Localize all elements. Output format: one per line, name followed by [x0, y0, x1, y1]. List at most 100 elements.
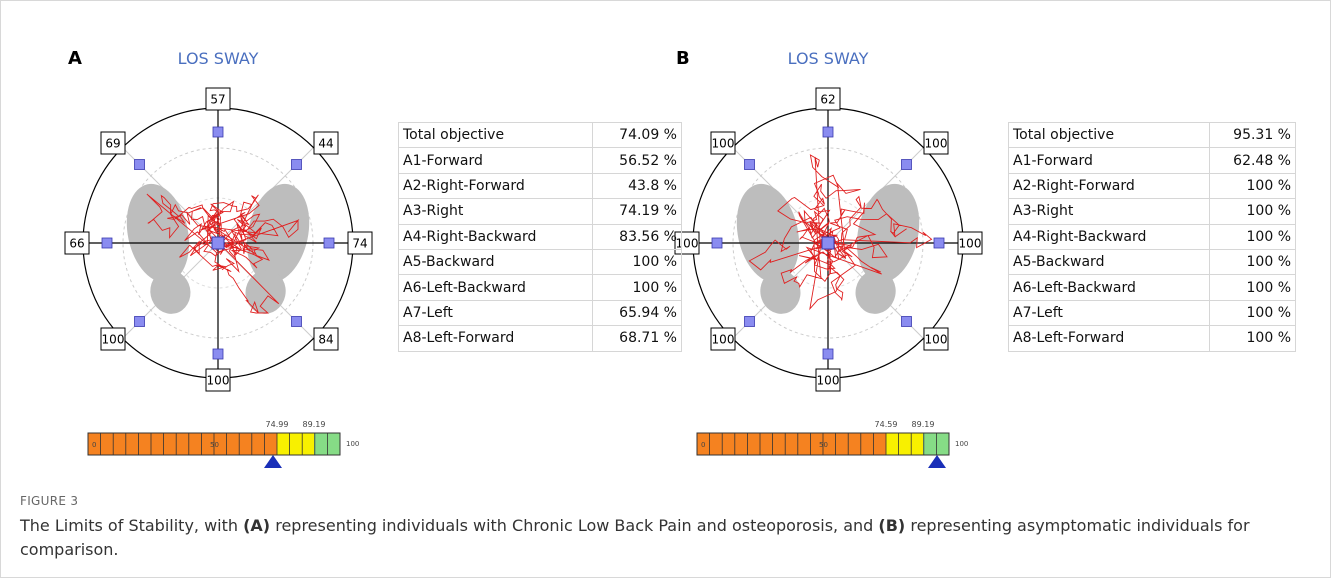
caption: FIGURE 3 The Limits of Stability, with (… — [20, 494, 1310, 562]
target-marker — [901, 316, 911, 326]
score-pointer — [264, 455, 282, 468]
row-label: A3-Right — [1009, 199, 1210, 224]
panel-title: LOS SWAY — [788, 49, 869, 68]
direction-score: 74 — [352, 237, 367, 251]
direction-score: 84 — [318, 333, 333, 347]
row-label: A5-Backward — [399, 249, 593, 274]
direction-score: 100 — [207, 374, 230, 388]
row-value: 68.71 % — [593, 326, 682, 351]
results-table: Total objective74.09 %A1-Forward56.52 %A… — [398, 122, 682, 352]
target-marker — [745, 160, 755, 170]
row-label: A2-Right-Forward — [399, 173, 593, 198]
scale-label: 100 — [346, 440, 359, 448]
direction-score: 57 — [210, 93, 225, 107]
row-value: 100 % — [1210, 199, 1296, 224]
row-label: Total objective — [1009, 123, 1210, 148]
direction-score: 69 — [105, 137, 120, 151]
scale-label: 74.99 — [266, 420, 289, 429]
row-label: A8-Left-Forward — [399, 326, 593, 351]
table-row: A3-Right100 % — [1009, 199, 1296, 224]
row-value: 100 % — [1210, 275, 1296, 300]
row-label: A6-Left-Backward — [1009, 275, 1210, 300]
panel-title: LOS SWAY — [178, 49, 259, 68]
score-pointer — [928, 455, 946, 468]
row-label: A6-Left-Backward — [399, 275, 593, 300]
direction-score: 100 — [712, 137, 735, 151]
target-marker — [324, 238, 334, 248]
results-table: Total objective95.31 %A1-Forward62.48 %A… — [1008, 122, 1296, 352]
scale-label: 100 — [955, 440, 968, 448]
scale-label: 89.19 — [303, 420, 326, 429]
row-value: 100 % — [593, 275, 682, 300]
target-marker — [135, 160, 145, 170]
caption-ref: (A) — [243, 516, 270, 535]
scale-segment — [697, 433, 886, 455]
target-marker — [934, 238, 944, 248]
row-value: 100 % — [1210, 249, 1296, 274]
foot — [118, 178, 197, 288]
row-value: 95.31 % — [1210, 123, 1296, 148]
foot — [848, 178, 927, 288]
target-marker — [213, 349, 223, 359]
row-value: 83.56 % — [593, 224, 682, 249]
row-value: 100 % — [1210, 224, 1296, 249]
row-label: A4-Right-Backward — [399, 224, 593, 249]
row-value: 100 % — [1210, 173, 1296, 198]
scale-label: 0 — [92, 441, 96, 449]
row-label: A5-Backward — [1009, 249, 1210, 274]
direction-score: 100 — [817, 374, 840, 388]
caption-ref: (B) — [878, 516, 905, 535]
row-label: A4-Right-Backward — [1009, 224, 1210, 249]
scale-label: 0 — [701, 441, 705, 449]
row-value: 43.8 % — [593, 173, 682, 198]
target-marker — [823, 349, 833, 359]
row-value: 100 % — [1210, 300, 1296, 325]
scale-label: 50 — [819, 441, 828, 449]
row-value: 65.94 % — [593, 300, 682, 325]
direction-score: 100 — [959, 237, 982, 251]
table-row: A6-Left-Backward100 % — [1009, 275, 1296, 300]
direction-score: 62 — [820, 93, 835, 107]
row-label: Total objective — [399, 123, 593, 148]
table-row: A7-Left65.94 % — [399, 300, 682, 325]
direction-score: 100 — [712, 333, 735, 347]
row-label: A2-Right-Forward — [1009, 173, 1210, 198]
table-row: A2-Right-Forward100 % — [1009, 173, 1296, 198]
direction-score: 100 — [925, 333, 948, 347]
center-marker — [822, 237, 834, 249]
scale-segment — [886, 433, 923, 455]
panel-letter: A — [68, 48, 82, 69]
direction-score: 100 — [925, 137, 948, 151]
row-value: 100 % — [1210, 326, 1296, 351]
direction-score: 44 — [318, 137, 333, 151]
row-label: A8-Left-Forward — [1009, 326, 1210, 351]
row-label: A7-Left — [399, 300, 593, 325]
row-value: 74.19 % — [593, 199, 682, 224]
scale-segment — [277, 433, 314, 455]
scale-label: 50 — [210, 441, 219, 449]
target-marker — [901, 160, 911, 170]
scale-segment — [88, 433, 277, 455]
target-marker — [102, 238, 112, 248]
target-marker — [135, 316, 145, 326]
row-label: A3-Right — [399, 199, 593, 224]
target-marker — [823, 127, 833, 137]
figure: A LOS SWAY 57 44 74 84 100 100 66 69 0 50 74.99 89.19… — [0, 0, 1333, 580]
row-value: 100 % — [593, 249, 682, 274]
target-marker — [291, 316, 301, 326]
direction-score: 66 — [69, 237, 84, 251]
scale-label: 89.19 — [912, 420, 935, 429]
panel-letter: B — [676, 48, 690, 69]
